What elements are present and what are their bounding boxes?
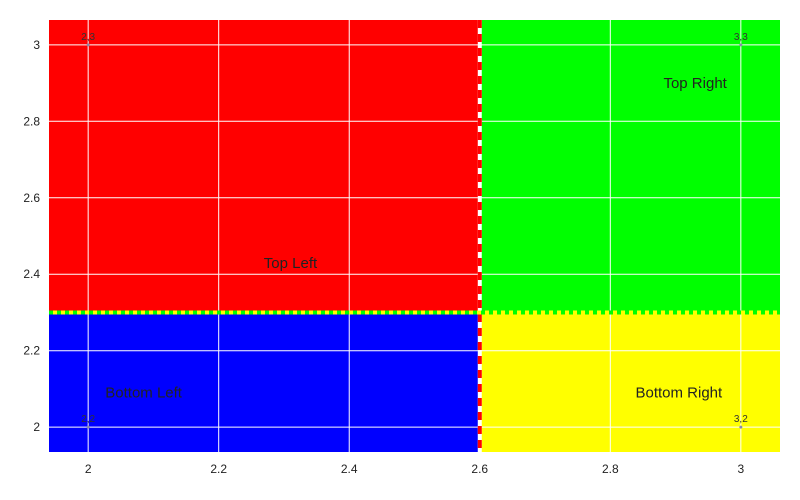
point-label: 2,2 — [81, 414, 95, 425]
x-tick-label: 2.4 — [341, 462, 358, 476]
point-2-3 — [86, 43, 90, 47]
point-label: 3,2 — [734, 414, 748, 425]
y-tick-label: 2.6 — [23, 191, 40, 205]
y-axis: 2 2.2 2.4 2.6 2.8 3 — [23, 38, 40, 434]
y-tick-label: 3 — [33, 38, 40, 52]
region-label-top-right: Top Right — [663, 75, 727, 92]
region-label-bottom-right: Bottom Right — [635, 385, 723, 402]
x-tick-label: 2.2 — [210, 462, 227, 476]
region-bottom-right — [479, 312, 780, 452]
region-labels: Top Left Top Right Bottom Left Bottom Right — [105, 75, 727, 402]
x-tick-label: 2.8 — [602, 462, 619, 476]
region-bottom-left — [49, 312, 480, 452]
y-tick-label: 2 — [33, 420, 40, 434]
boundaries — [49, 20, 780, 452]
region-top-left — [49, 20, 480, 313]
y-tick-label: 2.8 — [23, 114, 40, 128]
x-tick-label: 2.6 — [471, 462, 488, 476]
point-2-2 — [86, 425, 90, 429]
y-tick-label: 2.4 — [23, 267, 40, 281]
points: 2,3 3,3 2,2 3,2 — [81, 32, 748, 429]
region-top-right — [479, 20, 780, 313]
y-tick-label: 2.2 — [23, 344, 40, 358]
regions — [49, 20, 780, 452]
point-label: 2,3 — [81, 32, 95, 43]
region-label-top-left: Top Left — [264, 255, 318, 272]
x-tick-label: 3 — [737, 462, 744, 476]
point-3-2 — [739, 425, 743, 429]
point-3-3 — [739, 43, 743, 47]
grid — [49, 20, 780, 452]
point-label: 3,3 — [734, 32, 748, 43]
region-label-bottom-left: Bottom Left — [105, 385, 183, 402]
x-axis: 2 2.2 2.4 2.6 2.8 3 — [85, 462, 745, 476]
x-tick-label: 2 — [85, 462, 92, 476]
